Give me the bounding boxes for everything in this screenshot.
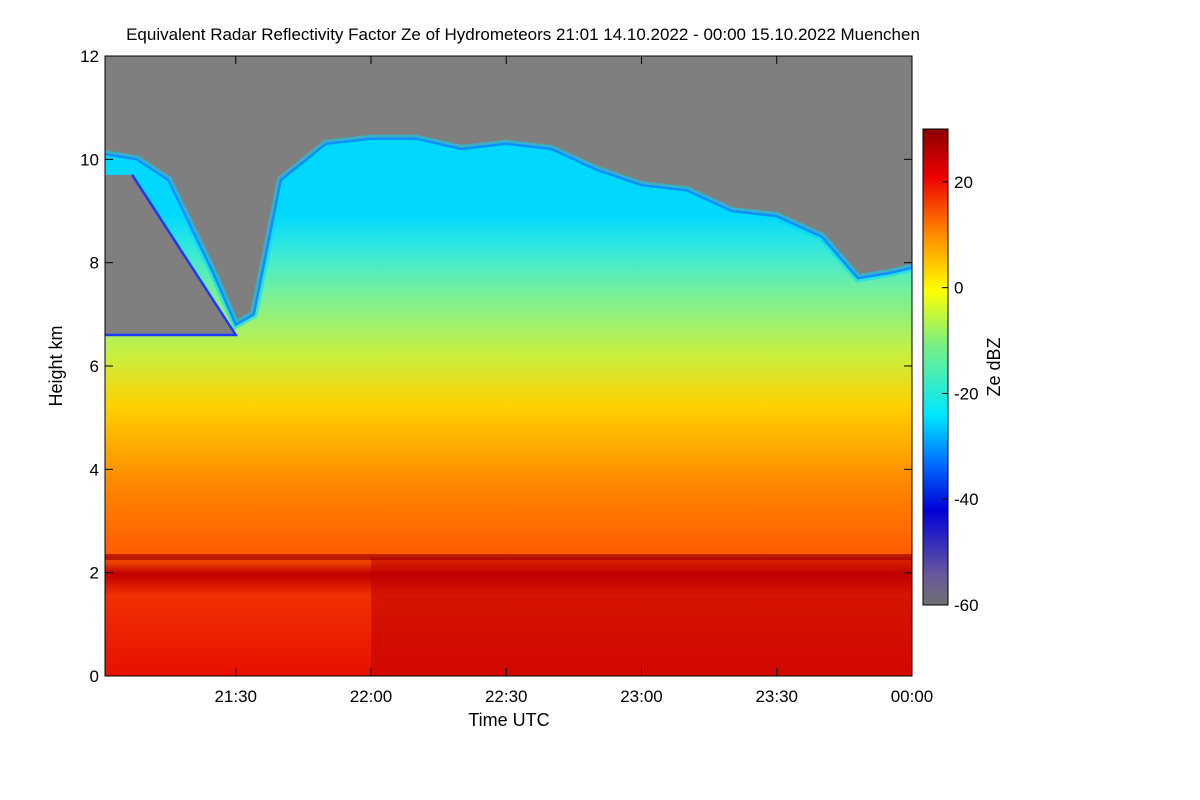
heavy-rain-core [370,557,912,676]
y-tick-label: 8 [90,254,99,273]
x-axis: 21:30 22:00 22:30 23:00 23:30 00:00 [214,56,933,706]
y-tick-label: 2 [90,564,99,583]
colorbar-label: Ze dBZ [984,337,1004,396]
colorbar-tick-label: 0 [954,279,963,298]
y-axis: 0 2 4 6 8 10 12 [80,47,912,686]
y-tick-label: 0 [90,667,99,686]
x-tick-label: 22:00 [350,687,393,706]
echo-top-cyan-band [105,134,912,331]
echo-region [105,138,912,676]
no-echo-gap [105,174,236,335]
x-tick-label: 21:30 [214,687,257,706]
plot-area [105,56,912,676]
colorbar-tick-label: -40 [954,490,979,509]
chart-title: Equivalent Radar Reflectivity Factor Ze … [126,25,920,44]
x-tick-label: 22:30 [485,687,528,706]
y-tick-label: 6 [90,357,99,376]
x-tick-label: 23:00 [620,687,663,706]
y-axis-label: Height km [46,325,66,406]
colorbar-axis: 20 0 -20 -40 -60 [942,173,979,615]
y-tick-label: 12 [80,47,99,66]
y-tick-label: 4 [90,460,99,479]
colorbar-tick-label: 20 [954,173,973,192]
gap-edge [105,174,239,337]
colorbar-tick-label: -60 [954,596,979,615]
y-tick-label: 10 [80,150,99,169]
x-axis-label: Time UTC [468,710,549,730]
x-tick-label: 00:00 [891,687,934,706]
colorbar [922,128,949,606]
colorbar-tick-label: -20 [954,384,979,403]
x-tick-label: 23:30 [755,687,798,706]
